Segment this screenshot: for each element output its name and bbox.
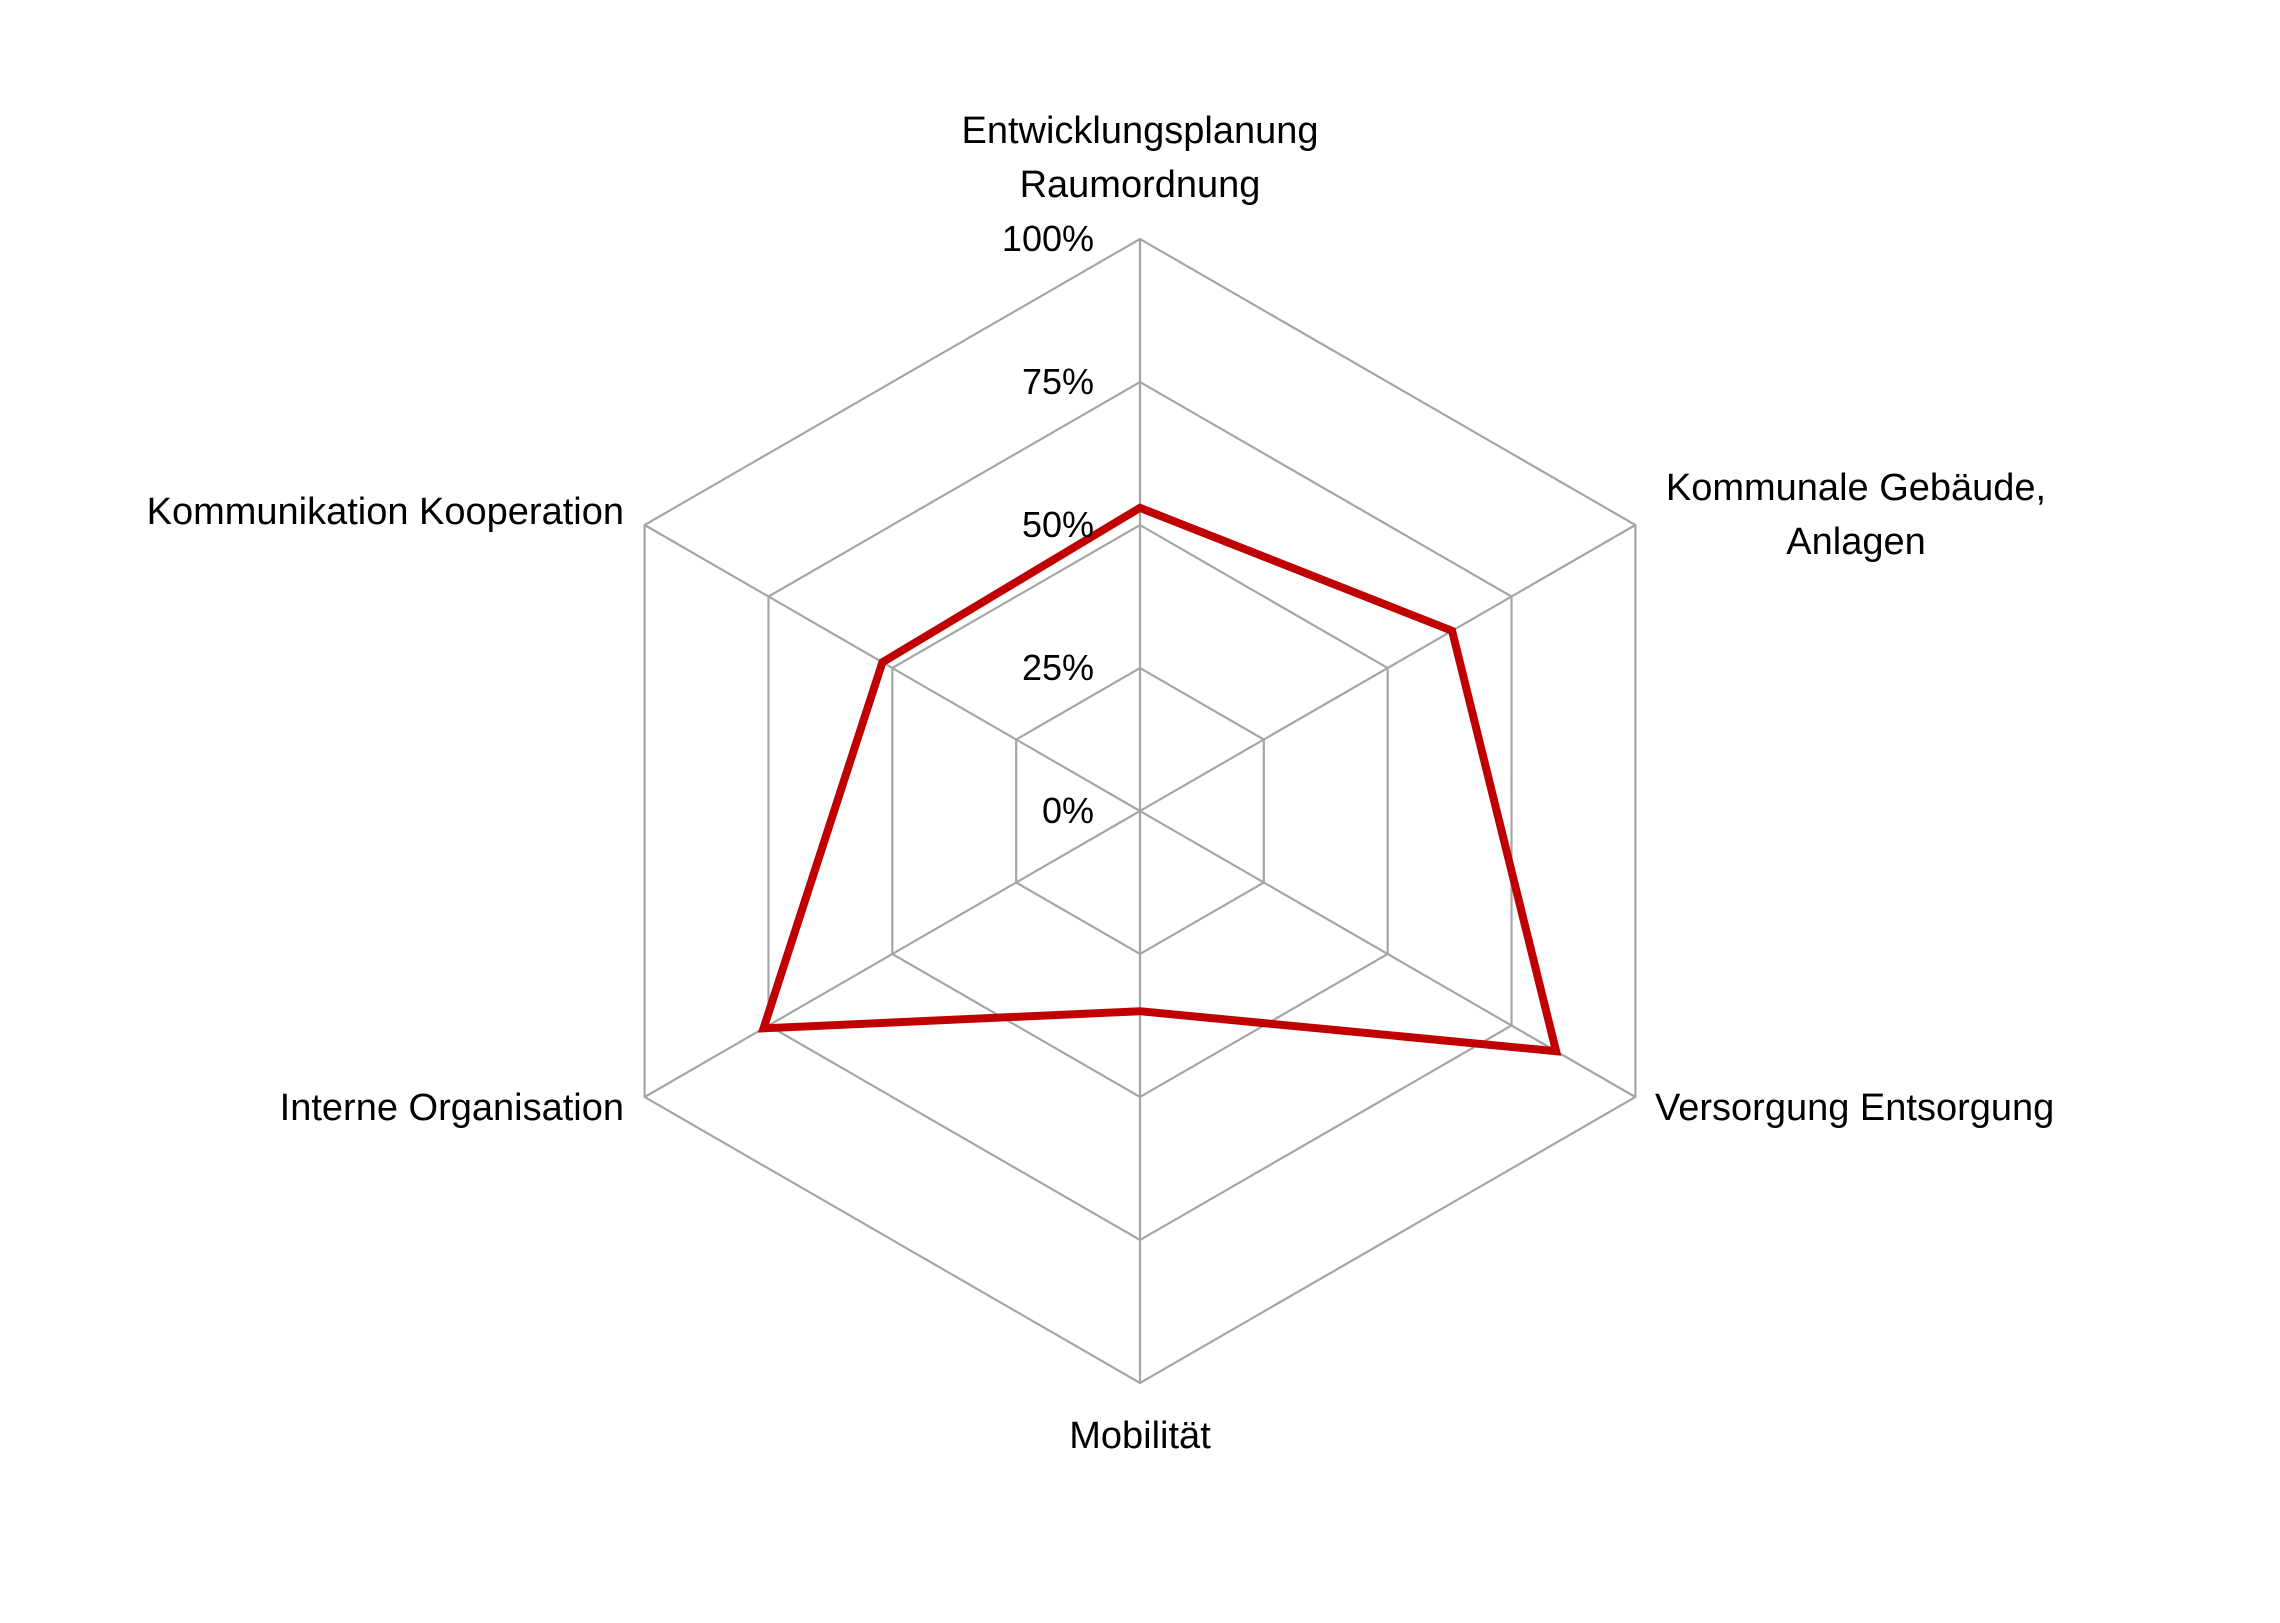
data-point-0-3: [1139, 1010, 1141, 1012]
axis-spoke-4: [644, 810, 1141, 1098]
tick-label: 75%: [1022, 361, 1094, 402]
data-point-0-5: [881, 661, 883, 663]
axis-label-line: Kommunale Gebäude,: [1666, 467, 2046, 509]
axis-label: Kommunale Gebäude, Anlagen: [1666, 467, 2046, 563]
axis-label-line: Versorgung Entsorgung: [1655, 1087, 2054, 1129]
data-point-0-2: [1555, 1050, 1557, 1052]
axis-spoke-1: [1139, 524, 1636, 812]
axis-label-line: Interne Organisation: [280, 1087, 624, 1129]
tick-label: 0%: [1042, 790, 1094, 831]
data-point-0-0: [1139, 507, 1141, 509]
tick-label: 50%: [1022, 504, 1094, 545]
data-point-0-1: [1451, 630, 1453, 632]
axis-label-line: Kommunikation Kooperation: [147, 491, 624, 533]
axis-label: Interne Organisation: [280, 1087, 624, 1129]
axis-label-line: Anlagen: [1786, 521, 1925, 563]
tick-label: 100%: [1002, 218, 1094, 259]
data-point-0-4: [763, 1027, 765, 1029]
axis-spoke-5: [644, 524, 1141, 812]
axis-label: Mobilität: [1069, 1415, 1211, 1457]
series-line-0: [757, 503, 1562, 1056]
axis-label-line: Mobilität: [1069, 1415, 1211, 1457]
axis-label-line: Entwicklungsplanung: [961, 110, 1318, 152]
axis-label: Entwicklungsplanung Raumordnung: [961, 110, 1318, 206]
axis-label-line: Raumordnung: [1020, 164, 1261, 206]
tick-label: 25%: [1022, 647, 1094, 688]
axis-label: Kommunikation Kooperation: [147, 491, 624, 533]
axis-label: Versorgung Entsorgung: [1655, 1087, 2054, 1129]
